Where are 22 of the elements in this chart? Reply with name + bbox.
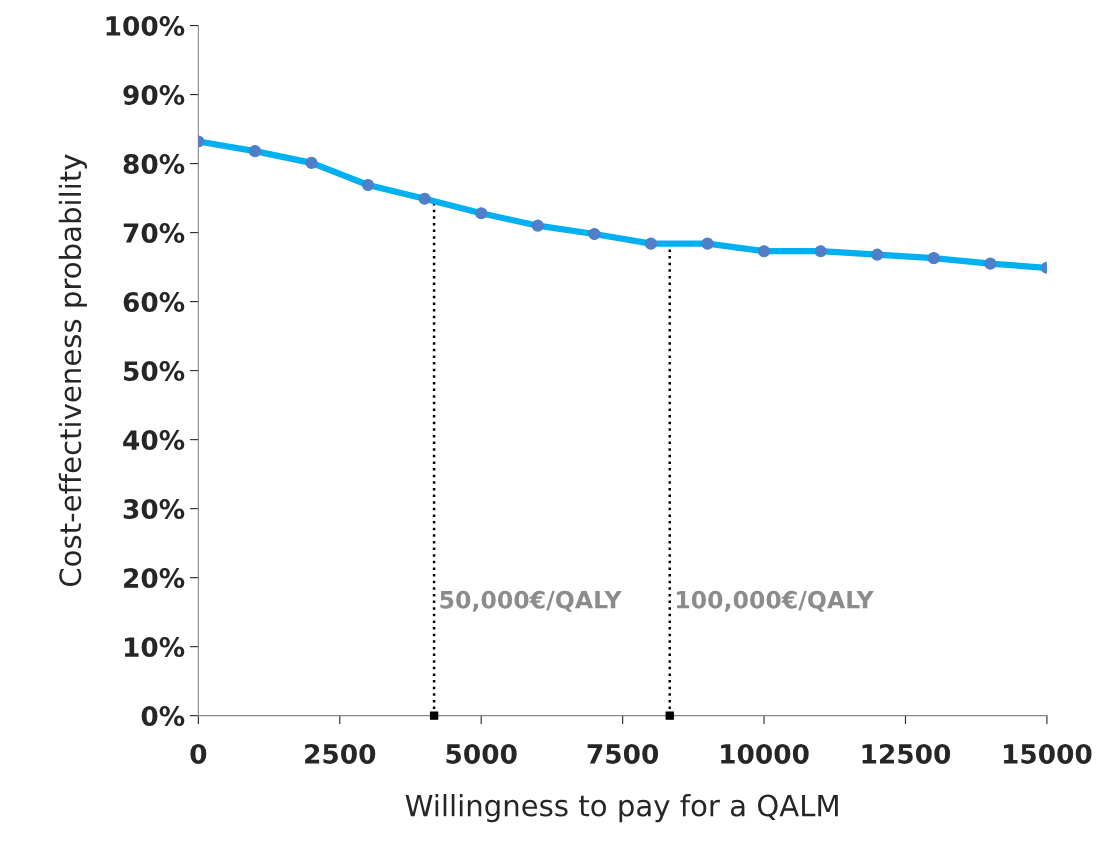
y-tick-label: 10% xyxy=(124,637,185,658)
y-tick-label: 80% xyxy=(123,154,185,174)
y-tick-label: 70% xyxy=(123,223,185,243)
x-tick-label: 5000 xyxy=(446,743,517,764)
y-tick-label: 60% xyxy=(123,292,185,313)
y-tick-label: 90% xyxy=(123,85,185,105)
x-tick-label: 15000 xyxy=(1003,743,1092,764)
x-axis-title: Willingness to pay for a QALM xyxy=(405,794,838,823)
x-tick-label: 2500 xyxy=(305,743,376,764)
y-tick-label: 50% xyxy=(124,361,185,382)
ref-line-label: 50,000€/QALY xyxy=(440,590,622,612)
y-tick-label: 100% xyxy=(106,16,185,36)
ref-line-label: 100,000€/QALY xyxy=(676,590,874,612)
x-tick-label: 7500 xyxy=(587,743,659,764)
y-tick-label: 30% xyxy=(123,499,185,520)
y-tick-label: 40% xyxy=(123,430,185,451)
y-tick-label: 20% xyxy=(124,568,185,589)
y-axis-title: Cost-effectiveness probability xyxy=(58,154,87,587)
x-tick-label: 0 xyxy=(190,743,207,764)
x-tick-label: 10000 xyxy=(721,743,809,764)
y-tick-label: 0% xyxy=(141,706,185,727)
x-tick-label: 12500 xyxy=(862,743,951,764)
